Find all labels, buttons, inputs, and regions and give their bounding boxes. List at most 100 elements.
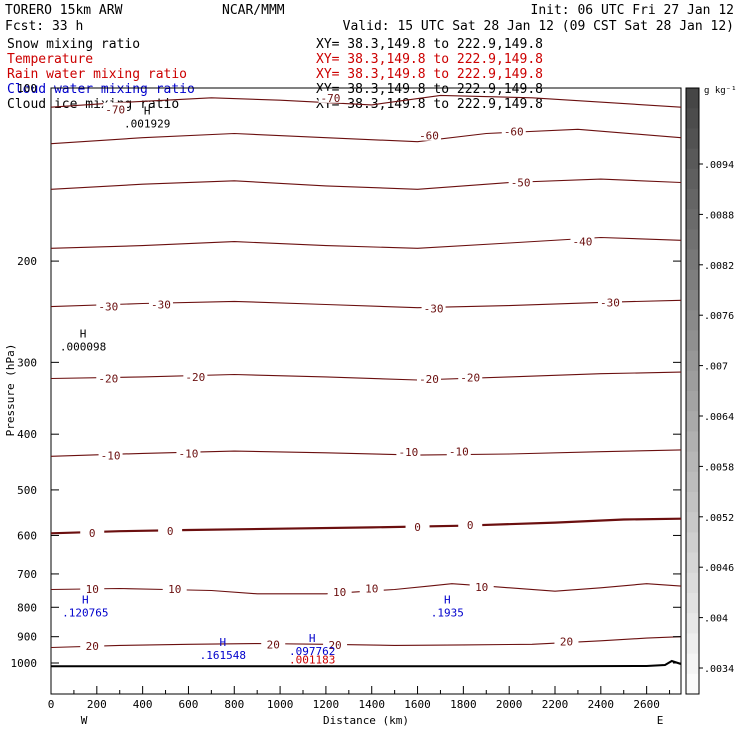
colorbar-tick-label: .004 [704, 614, 728, 625]
high-marker: H [309, 632, 316, 645]
x-tick-label: 1800 [450, 698, 477, 711]
contour-label: -10 [449, 446, 469, 459]
contour-label-bg [148, 297, 173, 310]
y-tick-label: 800 [17, 601, 37, 614]
contour-label-bg [318, 90, 343, 103]
colorbar-band [686, 593, 699, 614]
high-marker: H [80, 328, 87, 341]
contour-label: -60 [504, 125, 524, 138]
colorbar-band [686, 451, 699, 473]
contour-label: -30 [600, 296, 620, 309]
contour-label: 20 [86, 640, 99, 653]
contour-label: 0 [414, 521, 421, 534]
extreme-value: .1935 [431, 606, 464, 619]
contour-label-bg [183, 369, 208, 382]
colorbar-tick-label: .0034 [704, 664, 734, 675]
contour-label-bg [98, 448, 123, 461]
colorbar-band [686, 572, 699, 594]
extreme-value: .161548 [200, 649, 246, 662]
colorbar: .0094 .0088 .0082 .0076 .007 .0064 .0058 .0052.… [685, 87, 734, 695]
contour-label: -40 [573, 236, 593, 249]
x-tick-label: 2200 [542, 698, 569, 711]
field-cross-section-coords: XY= 38.3,149.8 to 222.9,149.8 [316, 97, 543, 112]
colorbar-band [686, 249, 699, 271]
isotherm-line [50, 636, 682, 649]
isotherm-line [50, 517, 682, 535]
field-label: Rain water mixing ratio [7, 67, 187, 82]
contour-label-bg [570, 234, 595, 247]
contour-label: -20 [185, 371, 205, 384]
extreme-markers: H.001929H.000098H.120765H.1935H.161548H.… [60, 105, 464, 667]
contour-label: 0 [167, 525, 174, 538]
y-tick-label: 900 [17, 631, 37, 644]
extreme-value: .000098 [60, 341, 106, 354]
y-tick-label: 500 [17, 484, 37, 497]
contour-label-bg [323, 637, 348, 650]
isotherm-line [50, 299, 682, 309]
field-label: Snow mixing ratio [7, 37, 140, 52]
y-tick-label: 400 [17, 428, 37, 441]
contour-label: -20 [419, 373, 439, 386]
y-tick-label: 700 [17, 568, 37, 581]
contour-label: -20 [460, 372, 480, 385]
colorbar-band [686, 370, 699, 392]
contour-label: 10 [365, 582, 378, 595]
y-axis-label: Pressure (hPa) [4, 344, 17, 437]
contour-label: -30 [98, 301, 118, 314]
contour-label-bg [327, 584, 352, 597]
contour-label: -10 [179, 447, 199, 460]
colorbar-band [686, 330, 699, 352]
field-cross-section-coords: XY= 38.3,149.8 to 222.9,149.8 [316, 82, 543, 97]
field-cross-section-coords: XY= 38.3,149.8 to 222.9,149.8 [316, 67, 543, 82]
x-tick-label: 600 [179, 698, 199, 711]
x-axis-label: Distance (km) [323, 714, 409, 727]
contour-label-bg [446, 444, 471, 457]
contour-label-bg [501, 124, 526, 137]
contour-label: -70 [321, 92, 341, 105]
contour-label: -10 [101, 450, 121, 463]
x-tick-label: 2000 [496, 698, 523, 711]
contour-label-bg [359, 581, 384, 594]
contour-label-bg [158, 524, 183, 537]
contour-label-bg [405, 519, 430, 532]
colorbar-band [686, 552, 699, 574]
contour-label: 10 [86, 583, 99, 596]
contour-label: 10 [475, 581, 488, 594]
contour-label: 20 [560, 636, 573, 649]
colorbar-tick-label: .0088 [704, 210, 734, 221]
contour-label: -20 [98, 372, 118, 385]
colorbar-band [686, 209, 699, 230]
colorbar-band [686, 471, 699, 493]
colorbar-tick-label: .0082 [704, 261, 734, 272]
contour-label-bg [554, 634, 579, 647]
contour-label-bg [176, 446, 201, 459]
contour-label-bg [80, 525, 105, 538]
colorbar-band [686, 613, 699, 634]
colorbar-tick-label: .0064 [704, 412, 734, 423]
colorbar-band [686, 350, 699, 372]
colorbar-band [686, 108, 699, 129]
colorbar-frame [685, 87, 700, 695]
x-tick-label: 1000 [267, 698, 294, 711]
high-marker: H [444, 593, 451, 606]
y-tick-label: 100 [17, 82, 37, 95]
contour-label-bg [458, 370, 483, 383]
contour-labels: -70 -70 -60 -60 -50 -40 -30 -30 -30 -30 -20 -20 -20 -… [80, 90, 622, 653]
isotherm-line [50, 371, 682, 381]
contour-label-bg [80, 639, 105, 652]
y-tick-label: 600 [17, 529, 37, 542]
field-legend: Snow mixing ratio XY= 38.3,149.8 to 222.9… [7, 37, 543, 112]
extreme-value: .120765 [62, 606, 108, 619]
contour-label: 20 [267, 638, 280, 651]
colorbar-band [686, 229, 699, 251]
x-tick-label: 800 [224, 698, 244, 711]
contour-label: -30 [151, 299, 171, 312]
contour-label-bg [162, 582, 187, 595]
colorbar-unit: g kg⁻¹ [704, 86, 737, 96]
colorbar-band [686, 411, 699, 432]
field-label: Temperature [7, 52, 93, 67]
contour-label: -10 [398, 446, 418, 459]
contour-label: 10 [168, 583, 181, 596]
isotherm-line [50, 178, 682, 190]
